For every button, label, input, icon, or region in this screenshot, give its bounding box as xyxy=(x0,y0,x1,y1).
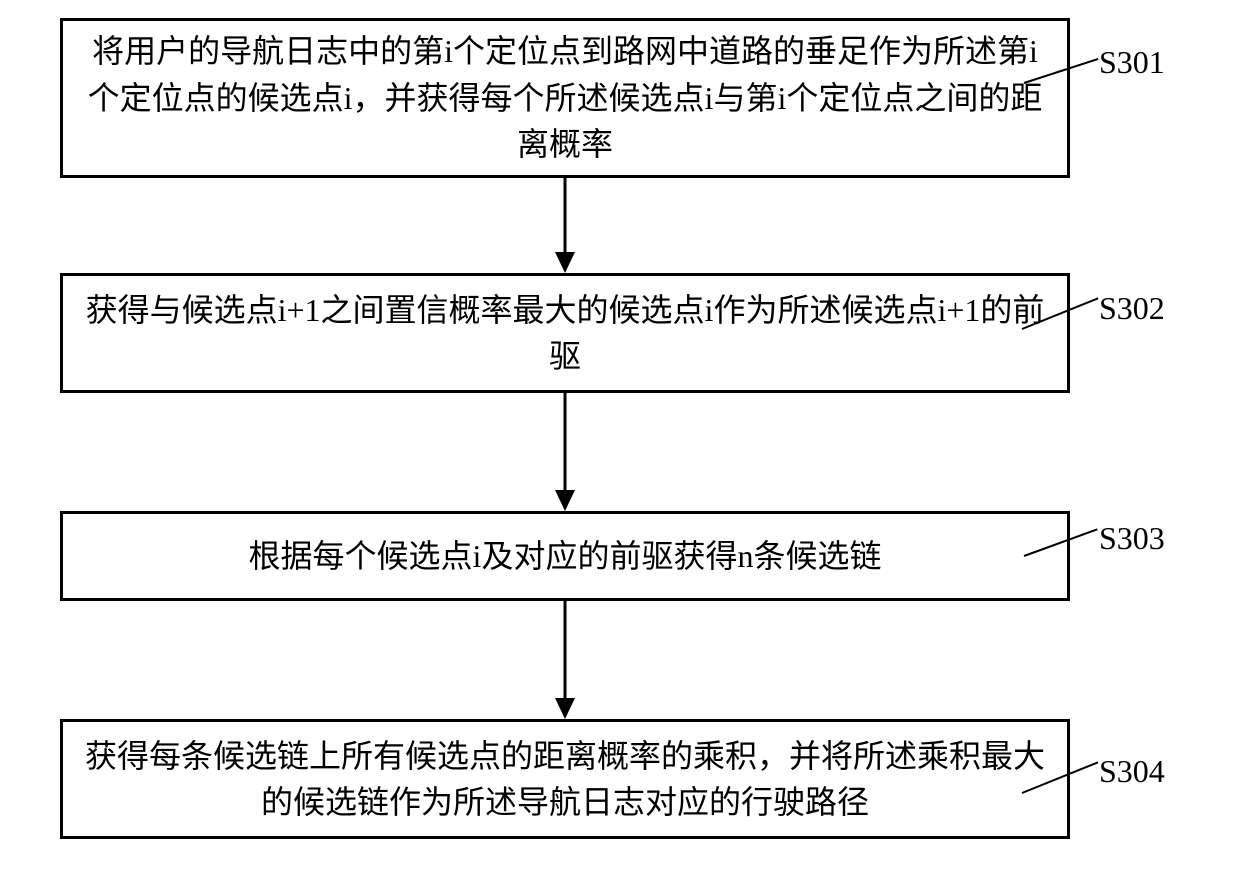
step-text: 将用户的导航日志中的第i个定位点到路网中道路的垂足作为所述第i个定位点的候选点i… xyxy=(81,28,1049,167)
step-text: 获得与候选点i+1之间置信概率最大的候选点i作为所述候选点i+1的前驱 xyxy=(81,287,1049,380)
arrow-down-icon xyxy=(545,601,585,719)
step-text: 根据每个候选点i及对应的前驱获得n条候选链 xyxy=(81,533,1049,579)
arrow-wrap xyxy=(60,178,1070,273)
step-label-s301: S301 xyxy=(1099,44,1165,81)
arrow-wrap xyxy=(60,601,1070,719)
step-box-s301: 将用户的导航日志中的第i个定位点到路网中道路的垂足作为所述第i个定位点的候选点i… xyxy=(60,18,1070,178)
step-box-s304: 获得每条候选链上所有候选点的距离概率的乘积，并将所述乘积最大的候选链作为所述导航… xyxy=(60,719,1070,839)
flowchart-container: 将用户的导航日志中的第i个定位点到路网中道路的垂足作为所述第i个定位点的候选点i… xyxy=(60,18,1190,839)
step-box-s303: 根据每个候选点i及对应的前驱获得n条候选链 xyxy=(60,511,1070,601)
step-text: 获得每条候选链上所有候选点的距离概率的乘积，并将所述乘积最大的候选链作为所述导航… xyxy=(81,733,1049,826)
arrow-down-icon xyxy=(545,393,585,511)
arrow-wrap xyxy=(60,393,1070,511)
step-label-s303: S303 xyxy=(1099,520,1165,557)
step-label-s302: S302 xyxy=(1099,290,1165,327)
step-box-s302: 获得与候选点i+1之间置信概率最大的候选点i作为所述候选点i+1的前驱 xyxy=(60,273,1070,393)
step-label-s304: S304 xyxy=(1099,753,1165,790)
arrow-down-icon xyxy=(545,178,585,273)
